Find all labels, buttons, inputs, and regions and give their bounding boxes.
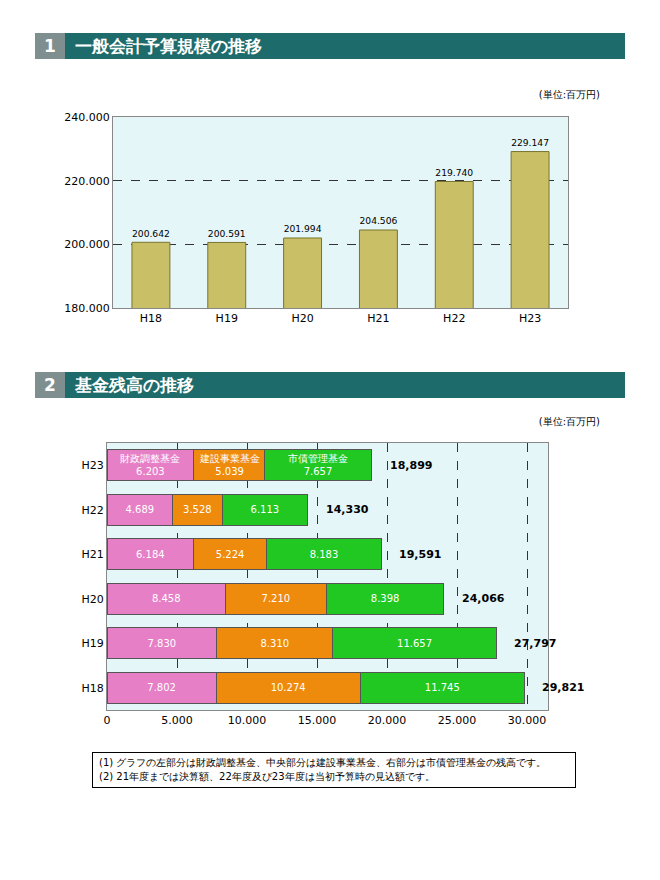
svg-text:市債管理基金7.657: 市債管理基金7.657 bbox=[288, 453, 348, 477]
svg-text:H21: H21 bbox=[82, 548, 104, 561]
svg-text:6.184: 6.184 bbox=[136, 549, 165, 560]
svg-text:19,591: 19,591 bbox=[399, 548, 441, 561]
svg-text:229.147: 229.147 bbox=[511, 137, 549, 148]
svg-text:14,330: 14,330 bbox=[326, 503, 369, 516]
html-text:(単位:百万円): (単位:百万円) bbox=[538, 89, 600, 100]
svg-text:建設事業基金5.039: 建設事業基金5.039 bbox=[199, 453, 260, 477]
svg-text:219.740: 219.740 bbox=[435, 167, 473, 178]
svg-text:8.458: 8.458 bbox=[152, 593, 181, 604]
html-text:2: 2 bbox=[44, 375, 56, 395]
svg-text:204.506: 204.506 bbox=[359, 215, 397, 226]
svg-text:H22: H22 bbox=[443, 312, 465, 325]
html-text:1: 1 bbox=[44, 36, 56, 56]
svg-text:H21: H21 bbox=[367, 312, 389, 325]
svg-text:27,797: 27,797 bbox=[514, 637, 556, 650]
svg-text:15.000: 15.000 bbox=[298, 714, 337, 727]
svg-text:6.113: 6.113 bbox=[251, 504, 280, 515]
svg-text:4.689: 4.689 bbox=[126, 504, 155, 515]
svg-text:7.830: 7.830 bbox=[147, 638, 176, 649]
svg-text:29,821: 29,821 bbox=[542, 681, 584, 694]
svg-text:180.000: 180.000 bbox=[64, 302, 110, 315]
svg-text:0: 0 bbox=[104, 714, 111, 727]
svg-text:8.398: 8.398 bbox=[371, 593, 400, 604]
svg-text:H19: H19 bbox=[216, 312, 238, 325]
svg-text:10.000: 10.000 bbox=[228, 714, 267, 727]
svg-text:7.802: 7.802 bbox=[147, 682, 176, 693]
html-text:一般会計予算規模の推移: 一般会計予算規模の推移 bbox=[75, 35, 262, 56]
svg-text:H22: H22 bbox=[82, 504, 104, 517]
svg-text:H23: H23 bbox=[82, 459, 104, 472]
svg-text:H20: H20 bbox=[82, 593, 104, 606]
svg-text:H20: H20 bbox=[291, 312, 313, 325]
svg-text:10.274: 10.274 bbox=[271, 682, 306, 693]
svg-text:200.642: 200.642 bbox=[132, 228, 170, 239]
svg-text:18,899: 18,899 bbox=[390, 459, 432, 472]
html-text:(1) グラフの左部分は財政調整基金、中央部分は建設事業基金: (1) グラフの左部分は財政調整基金、中央部分は建設事業基金、右部分は市債管理基… bbox=[99, 757, 547, 768]
svg-text:24,066: 24,066 bbox=[462, 592, 505, 605]
svg-text:220.000: 220.000 bbox=[64, 175, 110, 188]
svg-text:財政調整基金6.203: 財政調整基金6.203 bbox=[120, 453, 180, 477]
svg-text:11.745: 11.745 bbox=[425, 682, 460, 693]
html-text:(2) 21年度までは決算額、22年度及び23年度は当初予算: (2) 21年度までは決算額、22年度及び23年度は当初予算時の見込額です。 bbox=[99, 771, 435, 782]
svg-text:5.000: 5.000 bbox=[161, 714, 193, 727]
html-text:基金残高の推移: 基金残高の推移 bbox=[75, 374, 194, 395]
svg-text:200.591: 200.591 bbox=[208, 228, 246, 239]
svg-text:8.183: 8.183 bbox=[310, 549, 339, 560]
svg-text:3.528: 3.528 bbox=[183, 504, 212, 515]
svg-text:H19: H19 bbox=[82, 637, 104, 650]
svg-text:H18: H18 bbox=[82, 682, 104, 695]
svg-text:11.657: 11.657 bbox=[397, 638, 432, 649]
svg-text:8.310: 8.310 bbox=[260, 638, 289, 649]
svg-text:H23: H23 bbox=[519, 312, 541, 325]
svg-text:20.000: 20.000 bbox=[368, 714, 407, 727]
svg-text:7.210: 7.210 bbox=[262, 593, 291, 604]
html-text:(単位:百万円): (単位:百万円) bbox=[538, 416, 600, 427]
svg-text:201.994: 201.994 bbox=[284, 223, 322, 234]
svg-text:240.000: 240.000 bbox=[64, 111, 110, 124]
svg-text:25.000: 25.000 bbox=[438, 714, 477, 727]
svg-text:30.000: 30.000 bbox=[508, 714, 547, 727]
svg-text:5.224: 5.224 bbox=[216, 549, 245, 560]
svg-text:200.000: 200.000 bbox=[64, 238, 110, 251]
svg-text:H18: H18 bbox=[140, 312, 162, 325]
